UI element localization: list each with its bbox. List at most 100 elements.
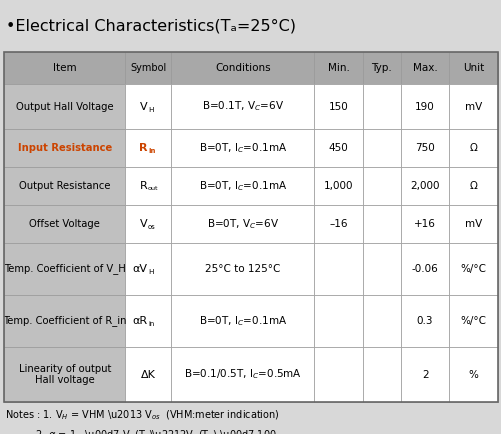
Bar <box>448 205 497 243</box>
Bar <box>448 295 497 347</box>
Text: os: os <box>148 224 155 230</box>
Text: 25°C to 125°C: 25°C to 125°C <box>205 264 280 274</box>
Text: -0.06: -0.06 <box>411 264 437 274</box>
Text: B=0.1/0.5T, I$_C$=0.5mA: B=0.1/0.5T, I$_C$=0.5mA <box>184 368 301 381</box>
Text: %: % <box>468 369 477 379</box>
Text: R: R <box>139 181 147 191</box>
Text: αR: αR <box>132 316 147 326</box>
Bar <box>448 84 497 129</box>
Text: Linearity of output
Hall voltage: Linearity of output Hall voltage <box>19 364 111 385</box>
Text: –16: –16 <box>329 219 347 229</box>
Bar <box>4 295 125 347</box>
Text: Offset Voltage: Offset Voltage <box>29 219 100 229</box>
Bar <box>4 52 125 84</box>
Bar <box>362 243 400 295</box>
Bar <box>362 84 400 129</box>
Text: Ω: Ω <box>469 143 476 153</box>
Text: ΔK: ΔK <box>141 369 155 379</box>
Bar <box>125 243 171 295</box>
Bar <box>448 129 497 167</box>
Bar <box>400 84 448 129</box>
Text: Output Resistance: Output Resistance <box>19 181 110 191</box>
Text: Unit: Unit <box>462 63 483 73</box>
Text: Notes : 1. V$_H$ = VHM \u2013 V$_{os}$  (VHM:meter indication): Notes : 1. V$_H$ = VHM \u2013 V$_{os}$ (… <box>5 408 279 421</box>
Text: Max.: Max. <box>412 63 436 73</box>
Text: 190: 190 <box>414 102 434 112</box>
Bar <box>4 205 125 243</box>
Bar <box>4 243 125 295</box>
Text: 0.3: 0.3 <box>416 316 432 326</box>
Text: •Electrical Characteristics(Tₐ=25°C): •Electrical Characteristics(Tₐ=25°C) <box>6 19 296 33</box>
Bar <box>314 84 362 129</box>
Text: 2: 2 <box>421 369 427 379</box>
Bar <box>400 167 448 205</box>
Bar <box>4 347 125 402</box>
Bar <box>314 52 362 84</box>
Text: Min.: Min. <box>327 63 349 73</box>
Text: 150: 150 <box>328 102 348 112</box>
Bar <box>400 347 448 402</box>
Bar <box>314 205 362 243</box>
Text: B=0T, I$_C$=0.1mA: B=0T, I$_C$=0.1mA <box>198 179 287 193</box>
Bar <box>400 52 448 84</box>
Text: H: H <box>148 269 153 275</box>
Bar <box>400 129 448 167</box>
Bar <box>4 84 125 129</box>
Text: Symbol: Symbol <box>130 63 166 73</box>
Text: 450: 450 <box>328 143 348 153</box>
Bar <box>125 167 171 205</box>
Text: V: V <box>139 102 147 112</box>
Text: Temp. Coefficient of V_H: Temp. Coefficient of V_H <box>4 263 125 274</box>
Text: 1,000: 1,000 <box>323 181 353 191</box>
Bar <box>171 243 314 295</box>
Bar <box>125 52 171 84</box>
Bar <box>362 167 400 205</box>
Bar <box>125 84 171 129</box>
Text: 2,000: 2,000 <box>409 181 439 191</box>
Text: +16: +16 <box>413 219 435 229</box>
Text: B=0T, I$_C$=0.1mA: B=0T, I$_C$=0.1mA <box>198 141 287 155</box>
Text: mV: mV <box>464 102 481 112</box>
Text: %/°C: %/°C <box>460 264 486 274</box>
Bar <box>171 129 314 167</box>
Bar <box>448 243 497 295</box>
Bar <box>362 52 400 84</box>
Bar <box>314 347 362 402</box>
Text: H: H <box>148 106 153 112</box>
Bar <box>400 243 448 295</box>
Text: Ω: Ω <box>469 181 476 191</box>
Bar <box>362 205 400 243</box>
Bar <box>0 0 501 52</box>
Bar <box>314 129 362 167</box>
Bar <box>171 295 314 347</box>
Bar <box>314 167 362 205</box>
Bar <box>314 243 362 295</box>
Text: Conditions: Conditions <box>214 63 270 73</box>
Text: 750: 750 <box>414 143 434 153</box>
Bar <box>171 167 314 205</box>
Bar <box>314 295 362 347</box>
Bar <box>4 52 497 402</box>
Bar <box>400 295 448 347</box>
Bar <box>362 129 400 167</box>
Bar <box>125 205 171 243</box>
Bar <box>125 295 171 347</box>
Text: in: in <box>148 321 154 327</box>
Text: B=0T, I$_C$=0.1mA: B=0T, I$_C$=0.1mA <box>198 314 287 328</box>
Bar <box>448 347 497 402</box>
Bar <box>171 84 314 129</box>
Text: in: in <box>148 148 155 154</box>
Bar <box>400 205 448 243</box>
Bar <box>171 347 314 402</box>
Text: αV: αV <box>132 264 147 274</box>
Text: %/°C: %/°C <box>460 316 486 326</box>
Text: mV: mV <box>464 219 481 229</box>
Bar <box>125 129 171 167</box>
Bar <box>4 52 497 402</box>
Text: out: out <box>148 187 158 191</box>
Text: Temp. Coefficient of R_in: Temp. Coefficient of R_in <box>3 316 126 326</box>
Bar <box>125 347 171 402</box>
Text: Input Resistance: Input Resistance <box>18 143 112 153</box>
Bar <box>171 52 314 84</box>
Bar <box>448 167 497 205</box>
